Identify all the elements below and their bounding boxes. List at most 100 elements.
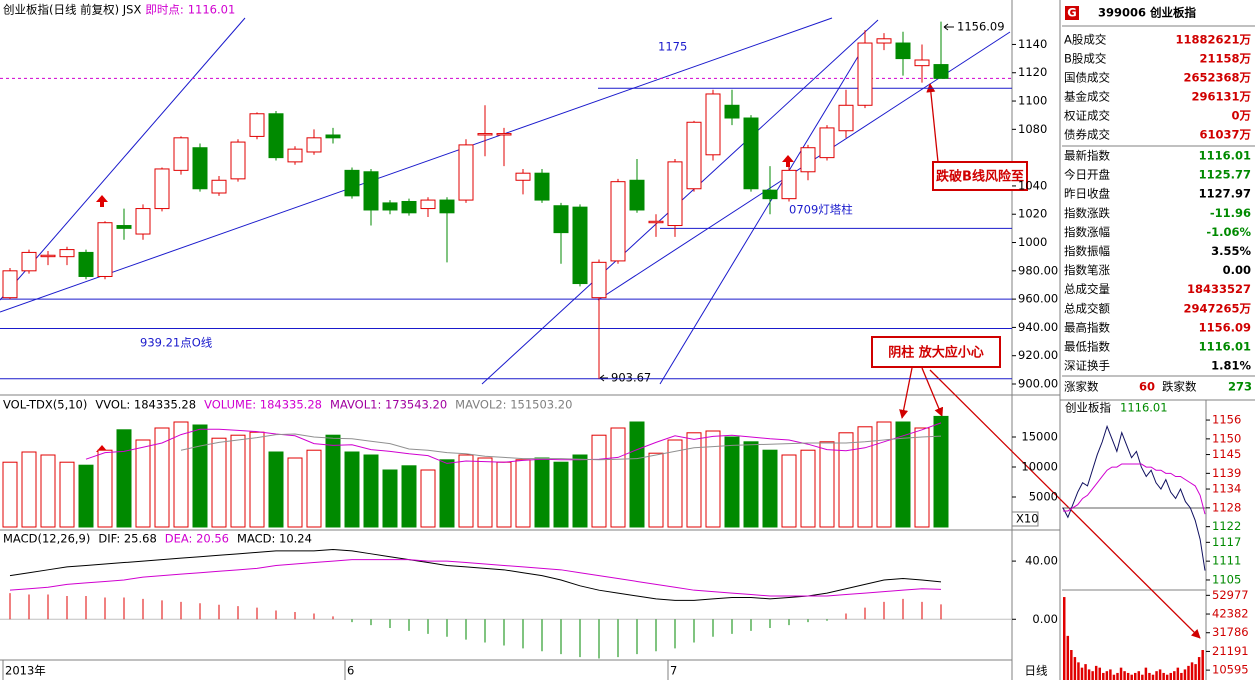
candle-body (135, 208, 151, 235)
intraday-volume-bar (1087, 669, 1091, 680)
info-label: 深证换手 (1064, 359, 1110, 373)
low-label: 903.67 (611, 371, 651, 385)
intraday-volume-bar (1137, 671, 1141, 680)
intraday-volume-bar (1176, 667, 1180, 680)
decline-count: 273 (1228, 380, 1252, 394)
intraday-volume-bar (1155, 671, 1158, 680)
y-tick-label: 21191 (1212, 644, 1249, 658)
info-value: 2947265万 (1183, 301, 1251, 315)
intraday-volume-bar (1094, 665, 1098, 680)
intraday-volume-bar (1173, 671, 1176, 680)
info-value: 18433527 (1187, 282, 1251, 296)
y-tick-label: 1120 (1018, 65, 1047, 79)
volume-bar (876, 421, 892, 528)
candle-body (591, 261, 607, 299)
y-tick-label: 920.00 (1018, 348, 1058, 362)
intraday-volume-bar (1116, 672, 1119, 680)
intraday-volume-bar (1141, 674, 1144, 680)
info-label: 权证成交 (1064, 109, 1110, 123)
info-value: 0万 (1231, 109, 1251, 123)
info-label: 总成交额 (1064, 301, 1110, 315)
intraday-volume-bar (1190, 662, 1194, 680)
intraday-volume-bar (1091, 671, 1094, 680)
chart-title: 即时点: (145, 3, 183, 17)
label-pointer (943, 23, 954, 31)
y-tick-label: 5000 (1029, 490, 1058, 504)
volume-bar (496, 461, 512, 528)
volume-bar (515, 459, 531, 528)
candle-body (534, 172, 550, 201)
y-tick-label: 1080 (1018, 122, 1047, 136)
candle-body (743, 117, 759, 190)
info-value: 296131万 (1191, 90, 1251, 104)
y-tick-label: 980.00 (1018, 263, 1058, 277)
panel-header: MAVOL1: 173543.20 (330, 398, 447, 412)
y-tick-label: 1145 (1212, 447, 1241, 461)
info-label: 最高指数 (1064, 320, 1110, 334)
volume-bar (173, 421, 189, 528)
volume-bar (553, 461, 569, 528)
info-value: 11882621万 (1175, 33, 1251, 47)
panel-header: MAVOL2: 151503.20 (455, 398, 572, 412)
candle-body (572, 206, 588, 285)
candle-body (306, 137, 322, 153)
volume-bar (135, 439, 151, 528)
y-tick-label: 52977 (1212, 588, 1249, 602)
candle-body (553, 205, 569, 234)
volume-bar (439, 459, 455, 528)
volume-bar (344, 451, 360, 528)
candle-body (287, 148, 303, 163)
panel-header: VOL-TDX(5,10) (3, 398, 87, 412)
volume-bar (572, 454, 588, 528)
candle-body (249, 113, 265, 137)
candle-body (629, 179, 645, 211)
intraday-volume-bar (1063, 597, 1066, 680)
intraday-volume-bar (1158, 669, 1162, 680)
candle-body (705, 93, 721, 156)
info-value: 1116.01 (1199, 149, 1251, 163)
macd-line (9, 548, 942, 601)
volume-bar (287, 457, 303, 528)
candle-body (97, 222, 113, 277)
info-label: 最低指数 (1064, 340, 1110, 354)
intraday-volume-bar (1109, 669, 1112, 680)
callout-arrows (899, 83, 1201, 639)
candle-body (344, 169, 360, 197)
candle-body (610, 181, 626, 262)
candle-body (667, 161, 683, 227)
panel-header: DEA: 20.56 (165, 532, 229, 546)
code-name: 399006 创业板指 (1098, 6, 1197, 20)
volume-bar (40, 454, 56, 528)
intraday-volume-bar (1126, 672, 1130, 680)
y-tick-label: 42382 (1212, 607, 1249, 621)
volume-bar (914, 427, 930, 528)
callout-box (871, 336, 1001, 368)
info-value: 1156.09 (1199, 320, 1251, 334)
intraday-line (1063, 463, 1206, 515)
candle-body (21, 251, 37, 272)
info-value: 3.55% (1211, 244, 1251, 258)
intraday-volume-bar (1084, 664, 1087, 680)
volume-bar (629, 421, 645, 528)
candle-body (116, 225, 132, 229)
candle-body (154, 168, 170, 210)
chart-title: 1116.01 (188, 3, 236, 17)
intraday-volume-bar (1134, 672, 1137, 680)
candle-body (40, 254, 56, 258)
candle-body (515, 172, 531, 181)
annotation: 939.21点O线 (140, 336, 213, 350)
candle-body (914, 59, 930, 67)
volume-bar (686, 432, 702, 528)
intraday-volume-bar (1169, 672, 1172, 680)
intraday-volume-bar (1123, 671, 1126, 680)
callout-text: 阴柱 放大应小心 (888, 345, 984, 361)
volume-bar (2, 461, 18, 528)
info-value: -1.06% (1206, 225, 1251, 239)
candle-body (192, 147, 208, 190)
panel-header: VOLUME: 184335.28 (204, 398, 322, 412)
volume-bar (21, 451, 37, 528)
candle-body (857, 42, 873, 106)
